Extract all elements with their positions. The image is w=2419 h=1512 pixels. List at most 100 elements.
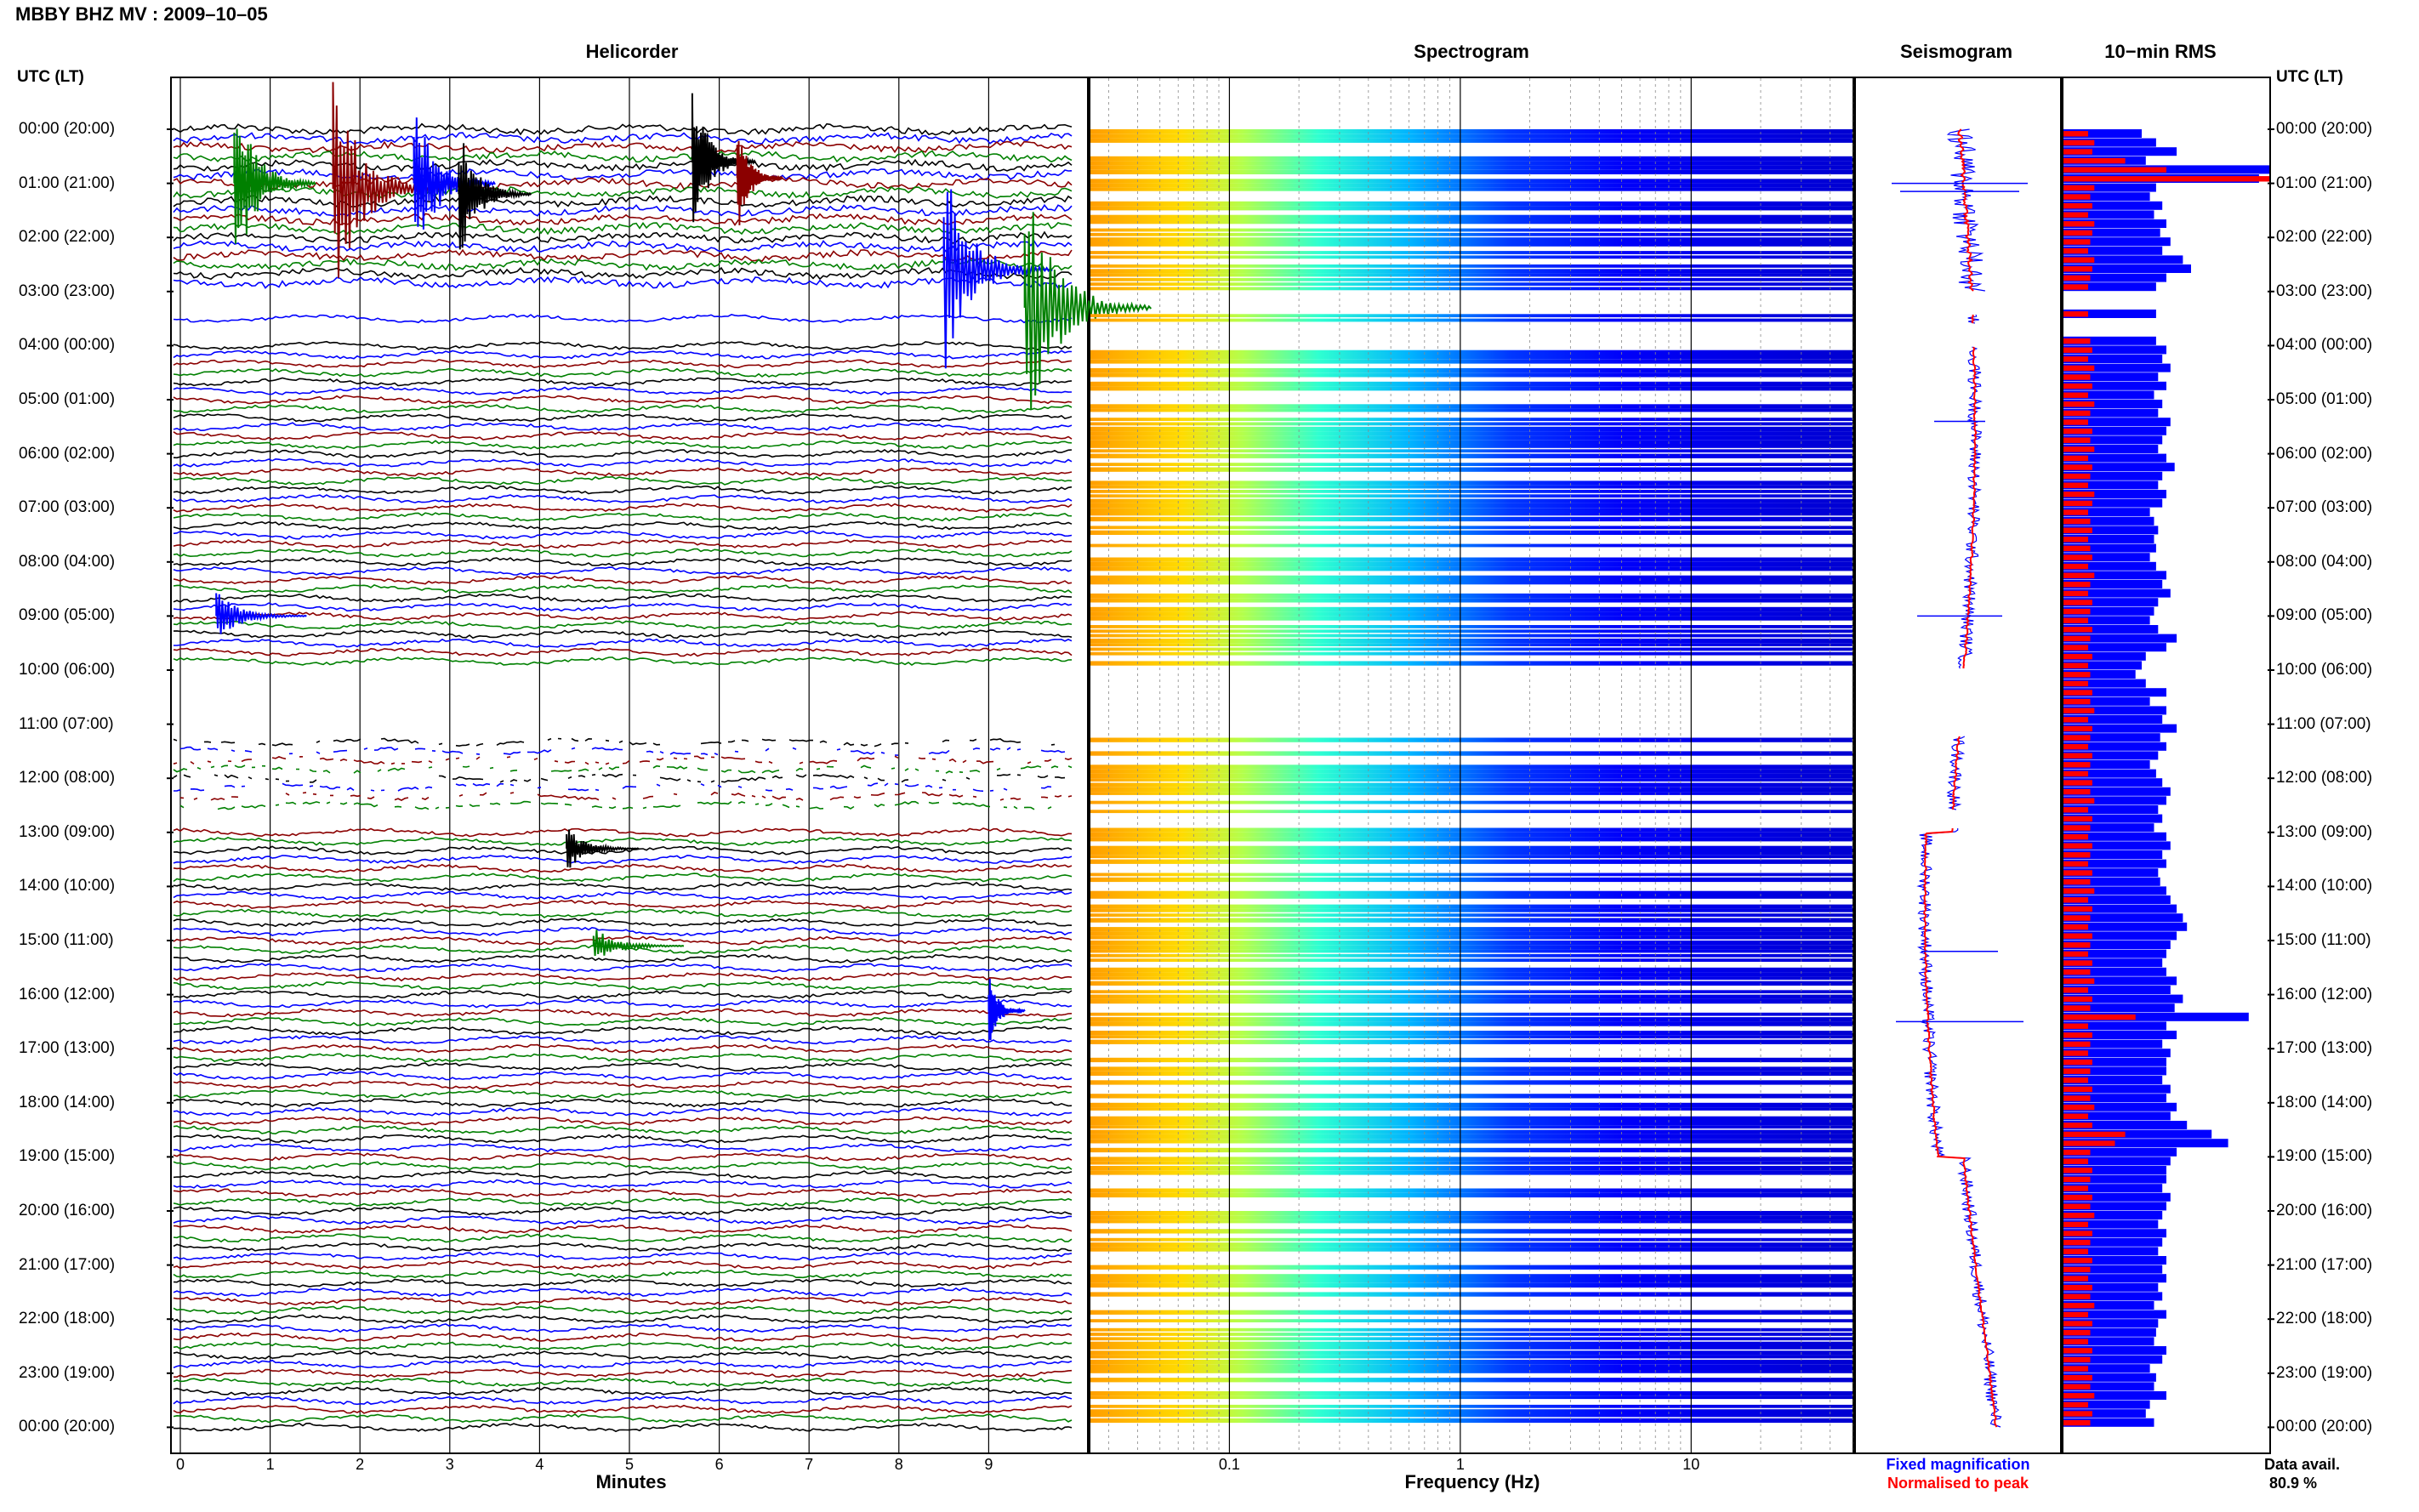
spectrogram-row — [1090, 1229, 1853, 1234]
rms-bar-fixed — [2063, 986, 2171, 994]
rms-bar-fixed — [2063, 1211, 2163, 1219]
rms-bar-fixed — [2063, 147, 2177, 156]
hour-label-right: 00:00 (20:00) — [2276, 120, 2373, 138]
helicorder-trace — [173, 998, 1073, 1009]
spectrogram-row — [1090, 927, 1853, 932]
timezone-label-right: UTC (LT) — [2276, 68, 2343, 86]
rms-bar-normalised — [2063, 482, 2088, 488]
hour-label-left: 15:00 (11:00) — [19, 931, 114, 949]
rms-bar-normalised — [2063, 978, 2095, 984]
seismogram-title: Seismogram — [1899, 41, 2013, 62]
spectrogram-row — [1090, 237, 1853, 242]
spectrogram-row — [1090, 1129, 1853, 1134]
rms-bar-normalised — [2063, 1374, 2092, 1381]
rms-bar-normalised — [2063, 1276, 2088, 1282]
spectrogram-row — [1090, 1346, 1853, 1350]
helicorder-event — [736, 140, 783, 225]
rms-bar-normalised — [2063, 202, 2092, 209]
helicorder-trace — [174, 1323, 1073, 1333]
spectrogram-row — [1090, 277, 1853, 281]
hour-label-left: 00:00 (20:00) — [19, 1418, 116, 1436]
rms-bar-normalised — [2063, 1401, 2088, 1408]
spectrogram-row — [1090, 228, 1853, 232]
hour-label-left: 17:00 (13:00) — [19, 1039, 116, 1058]
helicorder-trace — [173, 1124, 1073, 1135]
rms-bar-fixed — [2063, 1111, 2171, 1121]
spectrogram-row — [1090, 990, 1853, 994]
spectrogram-row — [1090, 778, 1853, 782]
helicorder-trace — [173, 657, 1073, 666]
rms-bar-normalised — [2063, 878, 2091, 885]
rms-bar-normalised — [2063, 870, 2092, 876]
hour-label-left: 18:00 (14:00) — [19, 1093, 116, 1111]
rms-bar-normalised — [2063, 743, 2088, 750]
spectrogram-row — [1090, 1391, 1853, 1396]
helicorder-trace — [173, 981, 1073, 991]
rms-bar-normalised — [2063, 852, 2091, 858]
rms-bar-fixed — [2063, 832, 2166, 841]
rms-bar-fixed — [2063, 408, 2159, 418]
helicorder-trace — [173, 314, 1073, 324]
helicorder-title: Helicorder — [585, 41, 679, 62]
rms-bar-normalised — [2063, 1266, 2091, 1273]
rms-bar-normalised — [2063, 500, 2092, 507]
rms-bar-normalised — [2063, 762, 2091, 768]
helicorder-trace — [173, 1062, 1073, 1071]
rms-bar-normalised — [2063, 608, 2091, 615]
helicorder-trace — [173, 132, 1073, 145]
rms-bar-normalised — [2063, 924, 2088, 930]
helicorder-trace — [173, 1395, 1073, 1406]
rms-bar-fixed — [2063, 1247, 2159, 1256]
spectrogram-row — [1090, 318, 1853, 322]
spectrogram-row — [1090, 908, 1853, 912]
rms-bar-fixed — [2063, 264, 2191, 273]
rms-bar-normalised — [2063, 1393, 2095, 1399]
spectrogram-row — [1090, 1211, 1853, 1216]
rms-bar-fixed — [2063, 904, 2177, 913]
helicorder-trace — [173, 566, 1073, 576]
rms-bar-fixed — [2063, 1174, 2166, 1184]
spectrogram-row — [1090, 1310, 1853, 1315]
rms-bar-normalised — [2063, 1123, 2092, 1128]
rms-bar-normalised — [2063, 356, 2088, 362]
rms-bar-normalised — [2063, 392, 2088, 398]
rms-bar-fixed — [2063, 426, 2166, 435]
helicorder-trace — [173, 755, 1073, 765]
rms-bar-fixed — [2063, 1327, 2156, 1337]
helicorder-trace — [173, 935, 1073, 946]
spectrogram-row — [1090, 1188, 1853, 1193]
spectrogram-row — [1090, 593, 1853, 599]
rms-bar-fixed — [2063, 445, 2159, 453]
rms-bar-normalised — [2063, 545, 2091, 552]
helicorder-trace — [173, 836, 1073, 846]
rms-bar-normalised — [2063, 1014, 2136, 1020]
helicorder-xtick-label: 8 — [894, 1456, 903, 1473]
rms-bar-normalised — [2063, 563, 2088, 570]
spectrogram-row — [1090, 490, 1853, 493]
helicorder-trace — [173, 1287, 1073, 1298]
helicorder-trace — [173, 1404, 1073, 1414]
spectrogram-row — [1090, 1337, 1853, 1341]
spectrogram-row — [1090, 1292, 1853, 1297]
hour-label-right: 00:00 (20:00) — [2276, 1418, 2373, 1436]
rms-bar-normalised — [2063, 825, 2091, 831]
spectrogram-row — [1090, 634, 1853, 638]
rms-bar-fixed — [2063, 1382, 2154, 1391]
spectrogram-row — [1090, 232, 1853, 236]
hour-label-right: 19:00 (15:00) — [2276, 1147, 2373, 1166]
spectrogram-row — [1090, 651, 1853, 656]
rms-bar-normalised — [2063, 635, 2091, 642]
helicorder-trace — [173, 881, 1073, 891]
rms-bar-fixed — [2063, 1219, 2159, 1229]
rms-bar-normalised — [2063, 419, 2088, 425]
spectrogram-row — [1090, 972, 1853, 977]
rms-bar-normalised — [2063, 627, 2092, 633]
spectrogram-row — [1090, 953, 1853, 958]
rms-bar-normalised — [2063, 518, 2091, 525]
helicorder-trace — [173, 1080, 1073, 1090]
rms-bar-fixed — [2063, 931, 2177, 941]
rms-bar-fixed — [2063, 823, 2154, 833]
spectrogram-row — [1090, 792, 1853, 795]
rms-bar-fixed — [2063, 958, 2163, 968]
rms-bar-fixed — [2063, 480, 2159, 490]
